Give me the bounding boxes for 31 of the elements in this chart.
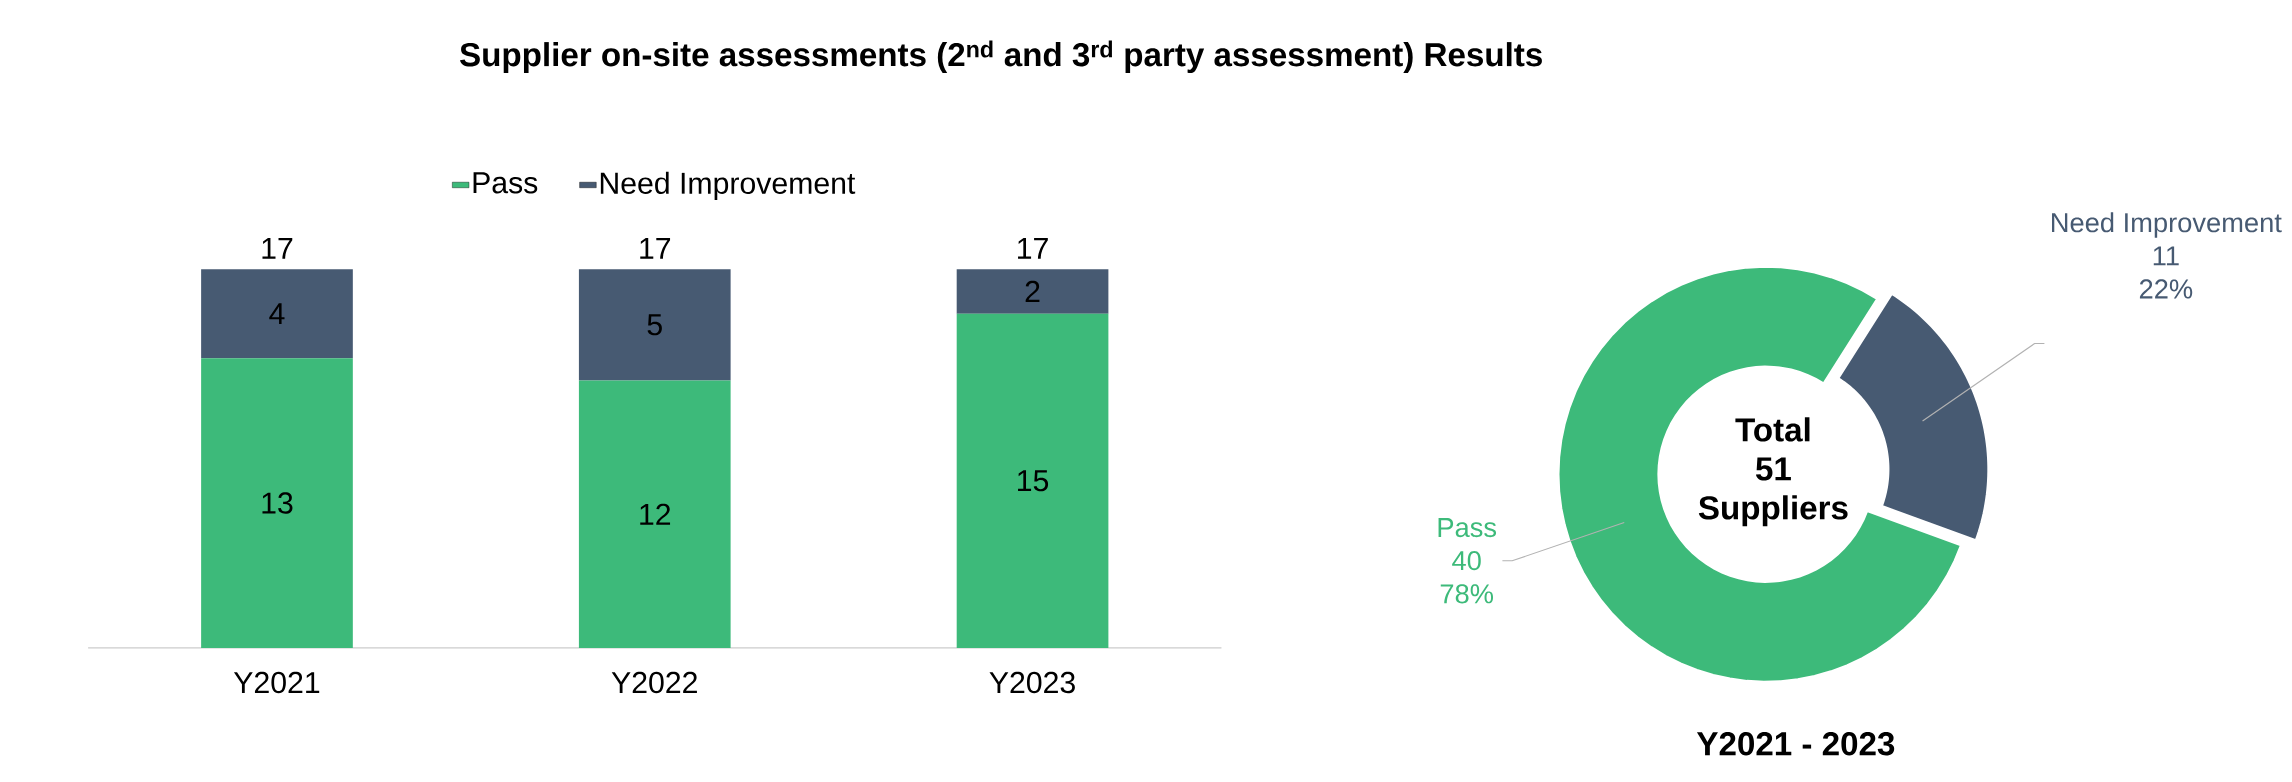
- x-tick-label: Y2021: [233, 671, 320, 694]
- x-tick-label: Y2022: [611, 671, 697, 694]
- total-label: 17: [640, 238, 671, 259]
- data-label: 5: [647, 314, 662, 336]
- chart-title: Supplier on-site assessments (2$^{nd}$ and 3$^{rd}$ party assessment) Results: [460, 40, 1542, 74]
- bar: [578, 380, 731, 648]
- total-label: 17: [262, 238, 293, 259]
- slice-label: Need Improvement: [2052, 212, 2282, 238]
- data-label: 13: [262, 492, 293, 514]
- bar: [201, 269, 353, 359]
- text: Suppliers: [1698, 495, 1848, 527]
- text: 51: [1755, 457, 1791, 481]
- bar: [578, 269, 731, 381]
- data-label: 11: [2153, 246, 2179, 266]
- x-tick-label: Y2023: [989, 671, 1075, 694]
- legend-label: Need Improvement: [600, 171, 856, 200]
- data-label: 12: [640, 503, 671, 525]
- data-label: 2: [1025, 280, 1040, 302]
- data-label: 15: [1018, 470, 1049, 492]
- legend-label: Pass: [473, 172, 538, 194]
- data-label: 40: [1452, 551, 1481, 571]
- data-label: 4: [269, 303, 285, 325]
- text: 78%: [1440, 584, 1494, 604]
- text: Total: [1735, 417, 1810, 442]
- bar: [201, 358, 353, 648]
- bar: [956, 269, 1109, 314]
- text: 22%: [2139, 279, 2193, 299]
- bar: [956, 313, 1109, 648]
- slice-label: Pass: [1438, 518, 1497, 538]
- total-label: 17: [1018, 238, 1048, 259]
- text: Y2021 - 2023: [1696, 732, 1895, 756]
